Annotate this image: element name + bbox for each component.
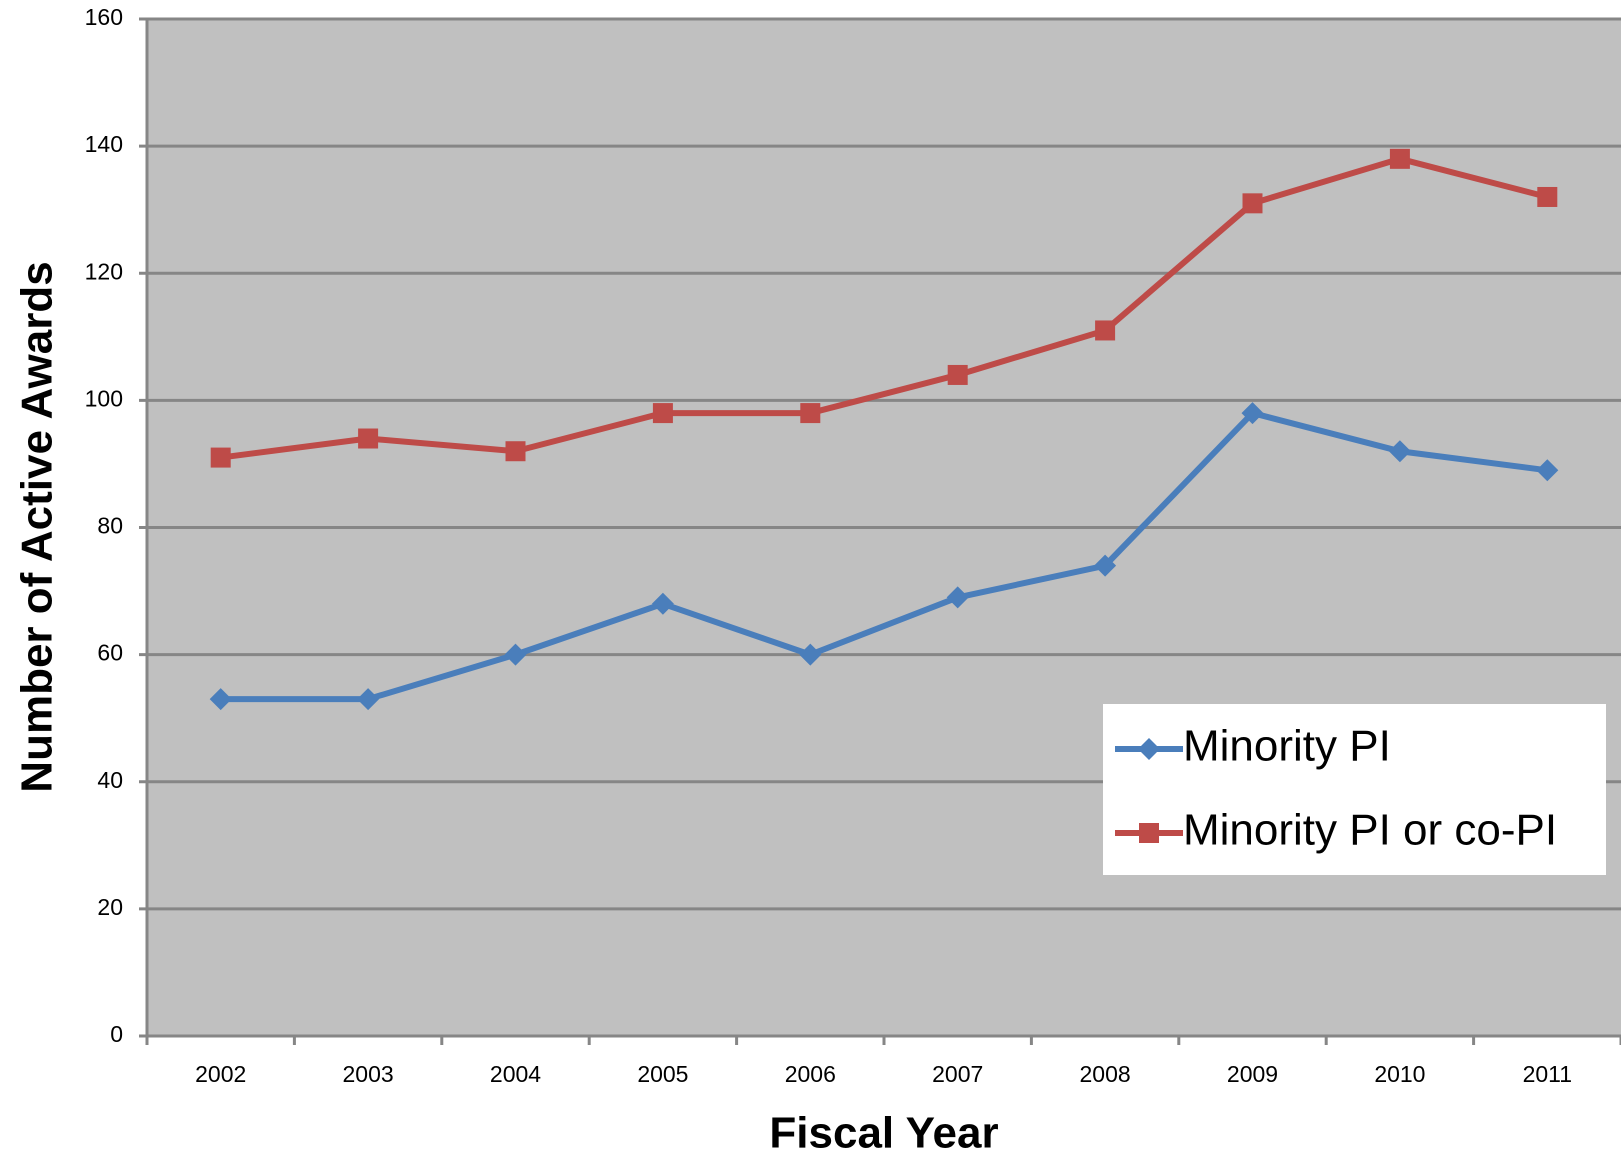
data-point (1389, 148, 1410, 169)
y-tick-label: 160 (85, 4, 123, 30)
x-tick-label: 2006 (785, 1061, 836, 1087)
data-point (1388, 440, 1411, 463)
y-tick-label: 40 (97, 767, 123, 793)
y-axis-title: Number of Active Awards (13, 261, 62, 792)
data-point (358, 428, 379, 449)
data-point (1537, 186, 1558, 207)
series-line (220, 410, 1548, 703)
data-point (800, 403, 821, 424)
x-tick-label: 2005 (637, 1061, 688, 1087)
data-point (946, 586, 969, 609)
y-tick-label: 20 (97, 894, 123, 920)
y-tick-label: 60 (97, 640, 123, 666)
legend-marker (1138, 738, 1160, 760)
x-axis-title: Fiscal Year (769, 1109, 998, 1158)
data-point (210, 447, 231, 468)
data-point (357, 688, 380, 711)
legend (1103, 704, 1606, 875)
series-line (220, 155, 1549, 461)
x-tick-label: 2010 (1374, 1061, 1425, 1087)
x-tick-label: 2008 (1080, 1061, 1131, 1087)
data-point (1095, 320, 1116, 341)
x-tick-label: 2002 (195, 1061, 246, 1087)
data-point (947, 364, 968, 385)
y-tick-label: 0 (110, 1021, 123, 1047)
y-tick-label: 100 (85, 385, 123, 411)
x-tick-label: 2011 (1523, 1061, 1572, 1087)
data-point (1241, 402, 1264, 425)
x-tick-label: 2009 (1227, 1061, 1278, 1087)
x-tick-label: 2003 (343, 1061, 394, 1087)
x-tick-label: 2007 (932, 1061, 983, 1087)
data-point (504, 643, 527, 666)
data-point (1094, 554, 1117, 577)
legend-label: Minority PI or co-PI (1183, 806, 1557, 855)
data-point (799, 643, 822, 666)
y-tick-label: 120 (85, 258, 123, 284)
data-point (651, 592, 674, 615)
data-point (1536, 459, 1559, 482)
legend-label: Minority PI (1183, 722, 1391, 771)
data-point (1242, 193, 1263, 214)
x-tick-label: 2004 (490, 1061, 541, 1087)
y-tick-label: 80 (97, 513, 123, 539)
data-point (209, 688, 232, 711)
data-point (505, 441, 526, 462)
legend-marker (1139, 823, 1159, 843)
data-point (652, 403, 673, 424)
y-tick-label: 140 (85, 131, 123, 157)
